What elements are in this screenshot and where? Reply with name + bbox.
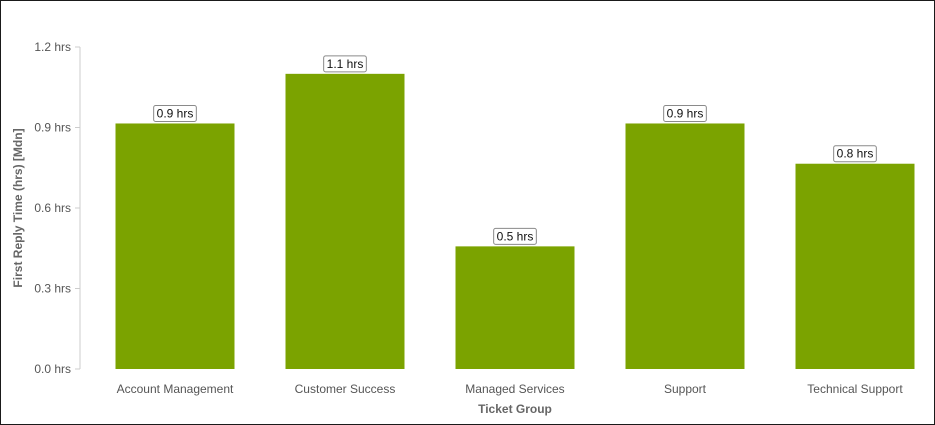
data-label-box	[833, 145, 877, 163]
x-tick-label: Technical Support	[807, 382, 903, 396]
x-axis-title: Ticket Group	[478, 402, 552, 416]
data-label-text: 0.9 hrs	[157, 106, 194, 120]
y-tick-label: 1.2 hrs	[34, 40, 71, 54]
data-label: 0.8 hrs	[833, 145, 877, 163]
data-label: 0.5 hrs	[493, 227, 537, 245]
bars-group	[115, 73, 915, 369]
y-tick-label: 0.6 hrs	[34, 201, 71, 215]
x-tick-label: Support	[664, 382, 707, 396]
bar[interactable]	[115, 123, 235, 369]
y-tick-label: 0.0 hrs	[34, 362, 71, 376]
data-label-box	[323, 55, 367, 73]
bar[interactable]	[285, 73, 405, 369]
y-axis: 0.0 hrs 0.3 hrs 0.6 hrs 0.9 hrs 1.2 hrs	[34, 40, 81, 376]
data-label-box	[493, 227, 537, 245]
x-tick-label: Managed Services	[465, 382, 564, 396]
data-label-box	[153, 104, 197, 122]
y-tick-label: 0.3 hrs	[34, 282, 71, 296]
data-label-text: 0.9 hrs	[667, 106, 704, 120]
x-tick-label: Customer Success	[295, 382, 396, 396]
data-label: 1.1 hrs	[323, 55, 367, 73]
data-labels-group: 0.9 hrs 1.1 hrs 0.5 hrs 0.9 hrs 0.8 hrs	[153, 55, 877, 245]
bar[interactable]	[455, 246, 575, 369]
bar[interactable]	[795, 163, 915, 369]
y-axis-title: First Reply Time (hrs) [Mdn]	[11, 128, 25, 287]
data-label-text: 1.1 hrs	[327, 57, 364, 71]
x-axis-labels: Account Management Customer Success Manage…	[117, 382, 904, 396]
data-label-text: 0.8 hrs	[837, 147, 874, 161]
data-label-box	[663, 104, 707, 122]
y-tick-label: 0.9 hrs	[34, 121, 71, 135]
x-tick-label: Account Management	[117, 382, 234, 396]
bar[interactable]	[625, 123, 745, 369]
data-label: 0.9 hrs	[153, 104, 197, 122]
data-label-text: 0.5 hrs	[497, 229, 534, 243]
data-label: 0.9 hrs	[663, 104, 707, 122]
